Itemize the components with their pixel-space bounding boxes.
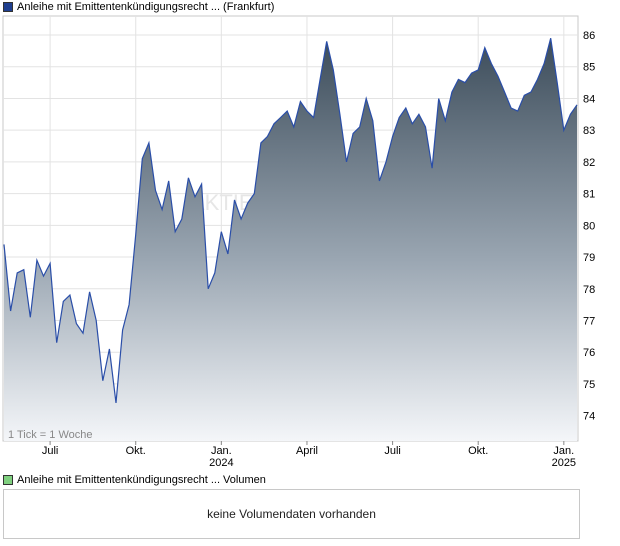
volume-panel: keine Volumendaten vorhanden (3, 489, 580, 539)
y-tick-label: 76 (583, 347, 595, 359)
x-tick-label: Okt. (126, 445, 146, 457)
y-tick-label: 84 (583, 93, 595, 105)
price-legend: Anleihe mit Emittentenkündigungsrecht ..… (3, 1, 274, 13)
y-tick-label: 82 (583, 157, 595, 169)
x-tick-label: Juli (384, 445, 401, 457)
y-tick-label: 85 (583, 62, 595, 74)
x-tick-year: 2024 (209, 457, 233, 469)
x-tick-year: 2025 (552, 457, 576, 469)
y-tick-label: 86 (583, 30, 595, 42)
x-tick-label: Juli (42, 445, 59, 457)
y-tick-label: 79 (583, 252, 595, 264)
y-tick-label: 75 (583, 379, 595, 391)
price-line (3, 38, 578, 403)
x-tick-label: Jan. (553, 445, 574, 457)
price-legend-label: Anleihe mit Emittentenkündigungsrecht ..… (17, 1, 275, 13)
volume-message: keine Volumendaten vorhanden (207, 507, 376, 521)
y-tick-label: 78 (583, 284, 595, 296)
x-tick-label: April (296, 445, 318, 457)
y-tick-label: 80 (583, 220, 595, 232)
y-tick-label: 81 (583, 189, 595, 201)
tick-note: 1 Tick = 1 Woche (8, 429, 92, 441)
x-tick-label: Okt. (468, 445, 488, 457)
price-legend-swatch (3, 2, 13, 12)
y-tick-label: 77 (583, 315, 595, 327)
volume-legend: Anleihe mit Emittentenkündigungsrecht ..… (3, 474, 266, 486)
x-tick-label: Jan. (211, 445, 232, 457)
y-tick-label: 83 (583, 125, 595, 137)
volume-legend-swatch (3, 475, 13, 485)
y-tick-label: 74 (583, 411, 595, 423)
volume-legend-label: Anleihe mit Emittentenkündigungsrecht ..… (17, 474, 266, 486)
price-area (4, 38, 577, 441)
